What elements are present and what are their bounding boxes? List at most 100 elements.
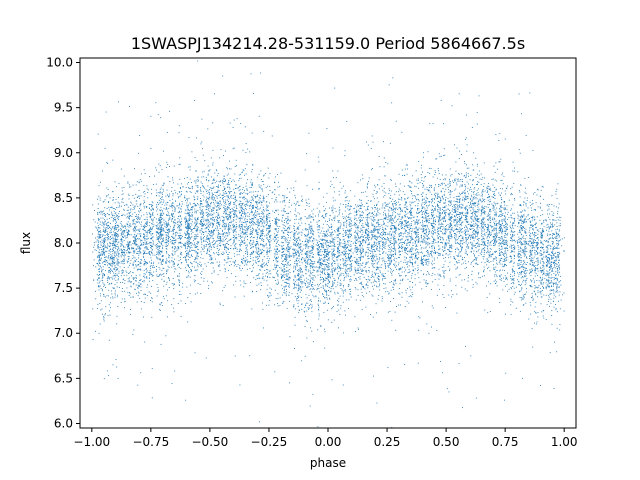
data-point [140, 262, 141, 264]
data-point [251, 220, 253, 222]
data-point [114, 219, 115, 220]
data-point [219, 181, 221, 183]
data-point [339, 313, 341, 315]
data-point [342, 216, 344, 218]
data-point [175, 240, 177, 242]
data-point [474, 233, 476, 235]
data-point [342, 228, 344, 230]
data-point [319, 267, 321, 269]
data-point [159, 229, 161, 231]
data-point [252, 227, 253, 229]
data-point [108, 304, 110, 306]
data-point [205, 244, 207, 246]
data-point [138, 269, 140, 270]
data-point [187, 236, 189, 238]
data-point [152, 213, 154, 215]
data-point [408, 224, 410, 226]
data-point [230, 202, 232, 204]
data-point [178, 227, 180, 229]
data-point [203, 196, 205, 198]
data-point [340, 279, 341, 281]
data-point [309, 256, 311, 258]
data-point [317, 188, 319, 190]
data-point [99, 266, 101, 268]
data-point [262, 219, 264, 220]
data-point [277, 298, 279, 299]
data-point [208, 285, 210, 287]
data-point [255, 191, 257, 192]
data-point [269, 270, 271, 272]
data-point [191, 214, 193, 216]
data-point [111, 211, 112, 213]
data-point [161, 210, 163, 212]
data-point [286, 254, 288, 256]
data-point [165, 246, 167, 248]
data-point [244, 241, 246, 243]
data-point [209, 193, 211, 195]
data-point [260, 170, 262, 172]
data-point [312, 272, 314, 273]
data-point [319, 225, 320, 227]
data-point [319, 291, 321, 293]
data-point [337, 304, 339, 306]
data-point [169, 199, 171, 201]
data-point [253, 277, 255, 279]
data-point [114, 294, 116, 296]
data-point [211, 183, 213, 185]
data-point [122, 272, 124, 274]
data-point [160, 210, 161, 212]
data-point [194, 212, 196, 214]
data-point [233, 241, 235, 243]
data-point [277, 234, 279, 236]
data-point [333, 255, 335, 257]
data-point [114, 296, 116, 298]
data-point [342, 254, 344, 256]
data-point [148, 207, 150, 209]
data-point [242, 196, 244, 198]
data-point [297, 233, 298, 235]
data-point [180, 223, 182, 225]
data-point [218, 186, 219, 188]
data-point [338, 210, 340, 212]
data-point [242, 216, 244, 218]
data-point [299, 254, 300, 256]
data-point [323, 260, 325, 262]
data-point [338, 309, 340, 311]
data-point [274, 371, 276, 373]
data-point [201, 216, 203, 218]
data-point [165, 241, 167, 243]
data-point [311, 188, 313, 190]
data-point [343, 265, 345, 267]
data-point [276, 249, 278, 251]
data-point [173, 226, 175, 228]
data-point [146, 247, 148, 249]
data-point [165, 207, 167, 209]
data-point [102, 201, 104, 203]
data-point [241, 236, 242, 238]
data-point [162, 233, 163, 235]
data-point [138, 247, 140, 249]
data-point [320, 282, 322, 284]
data-point [251, 253, 253, 255]
data-point [128, 244, 130, 246]
data-point [224, 187, 226, 189]
data-point [218, 209, 220, 210]
data-point [257, 220, 259, 222]
data-point [206, 202, 208, 204]
data-point [245, 223, 247, 225]
data-point [336, 273, 338, 275]
data-point [307, 217, 309, 219]
data-point [259, 207, 261, 209]
data-point [104, 245, 106, 247]
data-point [194, 192, 196, 194]
data-point [143, 316, 144, 318]
data-point [318, 318, 320, 320]
data-point [177, 193, 179, 195]
data-point [252, 164, 253, 166]
data-point [116, 275, 118, 277]
data-point [262, 259, 264, 261]
data-point [299, 247, 301, 248]
data-point [262, 277, 264, 279]
data-point [223, 259, 225, 261]
data-point [186, 198, 188, 200]
